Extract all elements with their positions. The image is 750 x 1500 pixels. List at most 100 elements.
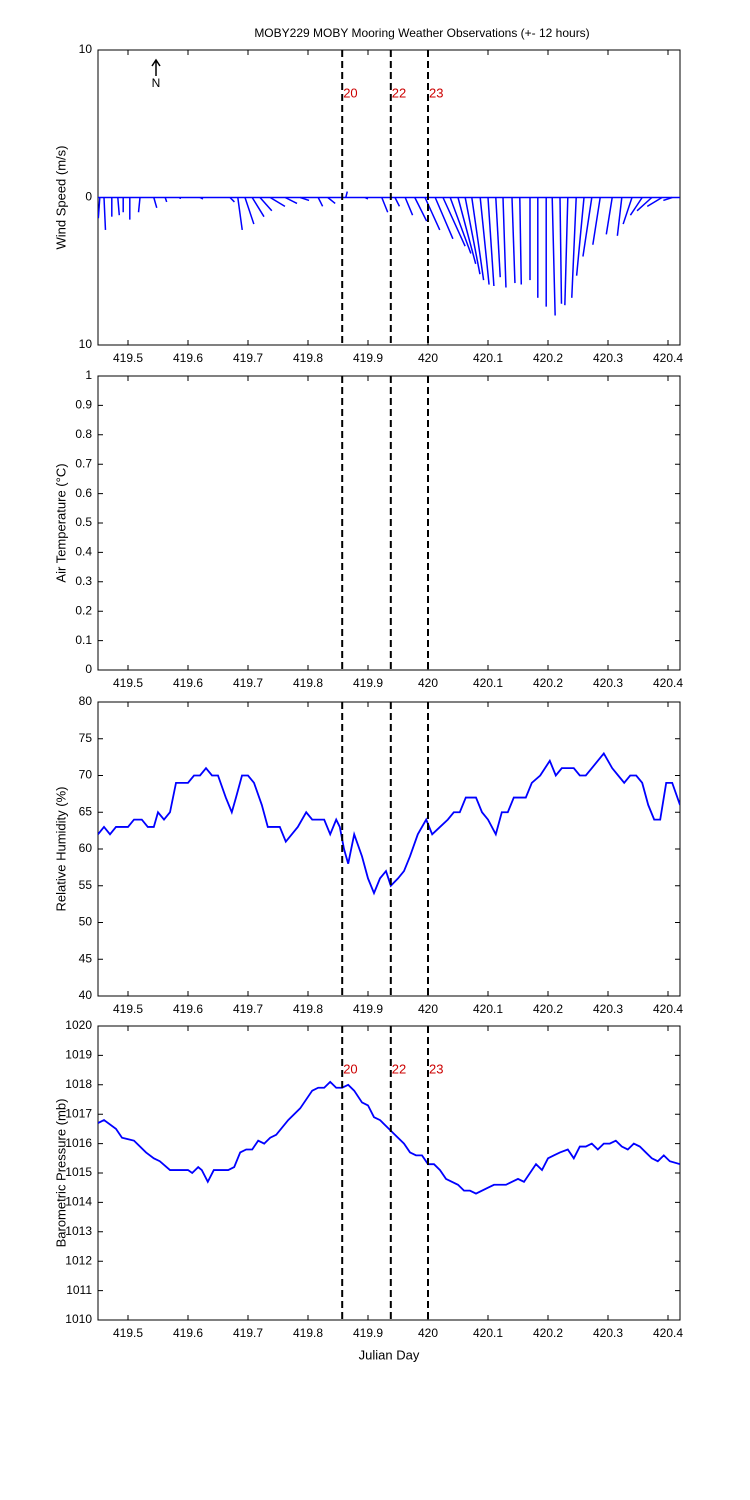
y-tick-label: 1010 xyxy=(65,1312,92,1326)
wind-stick xyxy=(103,197,107,230)
x-tick-label: 420.2 xyxy=(533,1326,563,1340)
wind-stick xyxy=(551,197,556,316)
wind-stick xyxy=(381,197,389,213)
y-tick-label: 80 xyxy=(79,694,93,708)
x-tick-label: 419.6 xyxy=(173,351,203,365)
y-tick-label: 0.7 xyxy=(75,456,92,470)
x-tick-label: 420.1 xyxy=(473,351,503,365)
y-tick-label: 1020 xyxy=(65,1018,92,1032)
wind-stick xyxy=(502,197,507,288)
wind-stick xyxy=(592,197,601,245)
wind-stick xyxy=(457,197,477,265)
plot-frame xyxy=(97,375,681,671)
plot-frame xyxy=(97,1025,681,1321)
x-tick-label: 419.6 xyxy=(173,1326,203,1340)
event-label: 20 xyxy=(343,1061,357,1076)
wind-stick xyxy=(269,196,286,207)
x-tick-label: 420.3 xyxy=(593,1326,623,1340)
y-tick-label: 0.6 xyxy=(75,486,92,500)
y-tick-label: 45 xyxy=(79,951,93,965)
x-tick-label: 419.8 xyxy=(293,676,323,690)
x-tick-label: 419.9 xyxy=(353,676,383,690)
x-tick-label: 419.5 xyxy=(113,1326,143,1340)
wind-stick xyxy=(434,197,454,240)
wind-stick xyxy=(636,196,653,212)
y-tick-label: 10 xyxy=(79,337,93,351)
wind-stick xyxy=(449,197,472,254)
y-tick-label: 1018 xyxy=(65,1077,92,1091)
x-tick-label: 419.5 xyxy=(113,1002,143,1016)
wind-stick xyxy=(464,197,481,275)
x-tick-label: 419.5 xyxy=(113,676,143,690)
wind-stick xyxy=(259,197,273,212)
wind-stick xyxy=(629,197,643,216)
x-tick-label: 419.9 xyxy=(353,1326,383,1340)
wind-stick xyxy=(622,197,633,225)
y-tick-label: 0.1 xyxy=(75,633,92,647)
wind-stick xyxy=(244,197,255,225)
y-tick-label: 10 xyxy=(79,42,93,56)
x-tick-label: 419.8 xyxy=(293,351,323,365)
wind-stick xyxy=(251,197,265,218)
y-axis-label: Relative Humidity (%) xyxy=(53,787,68,912)
y-tick-label: 0.5 xyxy=(75,515,92,529)
y-tick-label: 55 xyxy=(79,878,93,892)
y-tick-label: 1013 xyxy=(65,1224,92,1238)
wind-stick xyxy=(345,191,349,198)
x-tick-label: 420.4 xyxy=(653,676,683,690)
y-tick-label: 1012 xyxy=(65,1253,92,1267)
wind-stick xyxy=(137,197,141,213)
y-tick-label: 0.8 xyxy=(75,427,92,441)
x-tick-label: 420.3 xyxy=(593,1002,623,1016)
data-line xyxy=(98,1080,680,1195)
y-tick-label: 1 xyxy=(85,368,92,382)
y-tick-label: 1019 xyxy=(65,1048,92,1062)
y-tick-label: 0.9 xyxy=(75,398,92,412)
wind-stick xyxy=(404,197,414,216)
wind-stick xyxy=(559,197,563,304)
wind-stick xyxy=(237,197,243,231)
wind-stick xyxy=(471,197,485,281)
wind-stick xyxy=(487,197,495,287)
y-tick-label: 0.3 xyxy=(75,574,92,588)
x-axis-label: Julian Day xyxy=(359,1347,420,1362)
y-tick-label: 1011 xyxy=(66,1283,92,1297)
y-tick-label: 40 xyxy=(79,988,93,1002)
data-line xyxy=(98,751,680,896)
x-tick-label: 420.2 xyxy=(533,1002,563,1016)
x-tick-label: 420.4 xyxy=(653,1002,683,1016)
x-tick-label: 419.7 xyxy=(233,351,263,365)
x-tick-label: 420 xyxy=(418,676,438,690)
y-tick-label: 0.4 xyxy=(75,545,92,559)
wind-stick xyxy=(153,197,158,209)
wind-stick xyxy=(495,197,501,278)
wind-stick xyxy=(605,197,613,235)
chart-title: MOBY229 MOBY Mooring Weather Observation… xyxy=(254,26,589,40)
x-tick-label: 419.9 xyxy=(353,1002,383,1016)
wind-stick xyxy=(575,197,585,276)
x-tick-label: 419.6 xyxy=(173,676,203,690)
y-axis-label: Air Temperature (°C) xyxy=(53,463,68,582)
wind-stick xyxy=(284,196,298,205)
x-tick-label: 420 xyxy=(418,1002,438,1016)
x-tick-label: 419.7 xyxy=(233,1326,263,1340)
north-arrow xyxy=(151,58,161,76)
x-tick-label: 420 xyxy=(418,1326,438,1340)
x-tick-label: 420.4 xyxy=(653,1326,683,1340)
wind-stick xyxy=(571,197,577,298)
wind-stick xyxy=(117,197,121,216)
wind-stick xyxy=(564,197,569,306)
x-tick-label: 419.7 xyxy=(233,676,263,690)
wind-stick xyxy=(582,197,593,257)
y-tick-label: 1016 xyxy=(65,1136,92,1150)
event-label: 22 xyxy=(392,85,406,100)
wind-stick xyxy=(646,196,663,207)
y-tick-label: 0.2 xyxy=(75,603,92,617)
plot-frame xyxy=(97,701,681,997)
y-tick-label: 75 xyxy=(79,731,93,745)
x-tick-label: 420.4 xyxy=(653,351,683,365)
x-tick-label: 420.2 xyxy=(533,351,563,365)
y-tick-label: 70 xyxy=(79,768,93,782)
wind-stick xyxy=(327,196,336,204)
x-tick-label: 420.3 xyxy=(593,351,623,365)
